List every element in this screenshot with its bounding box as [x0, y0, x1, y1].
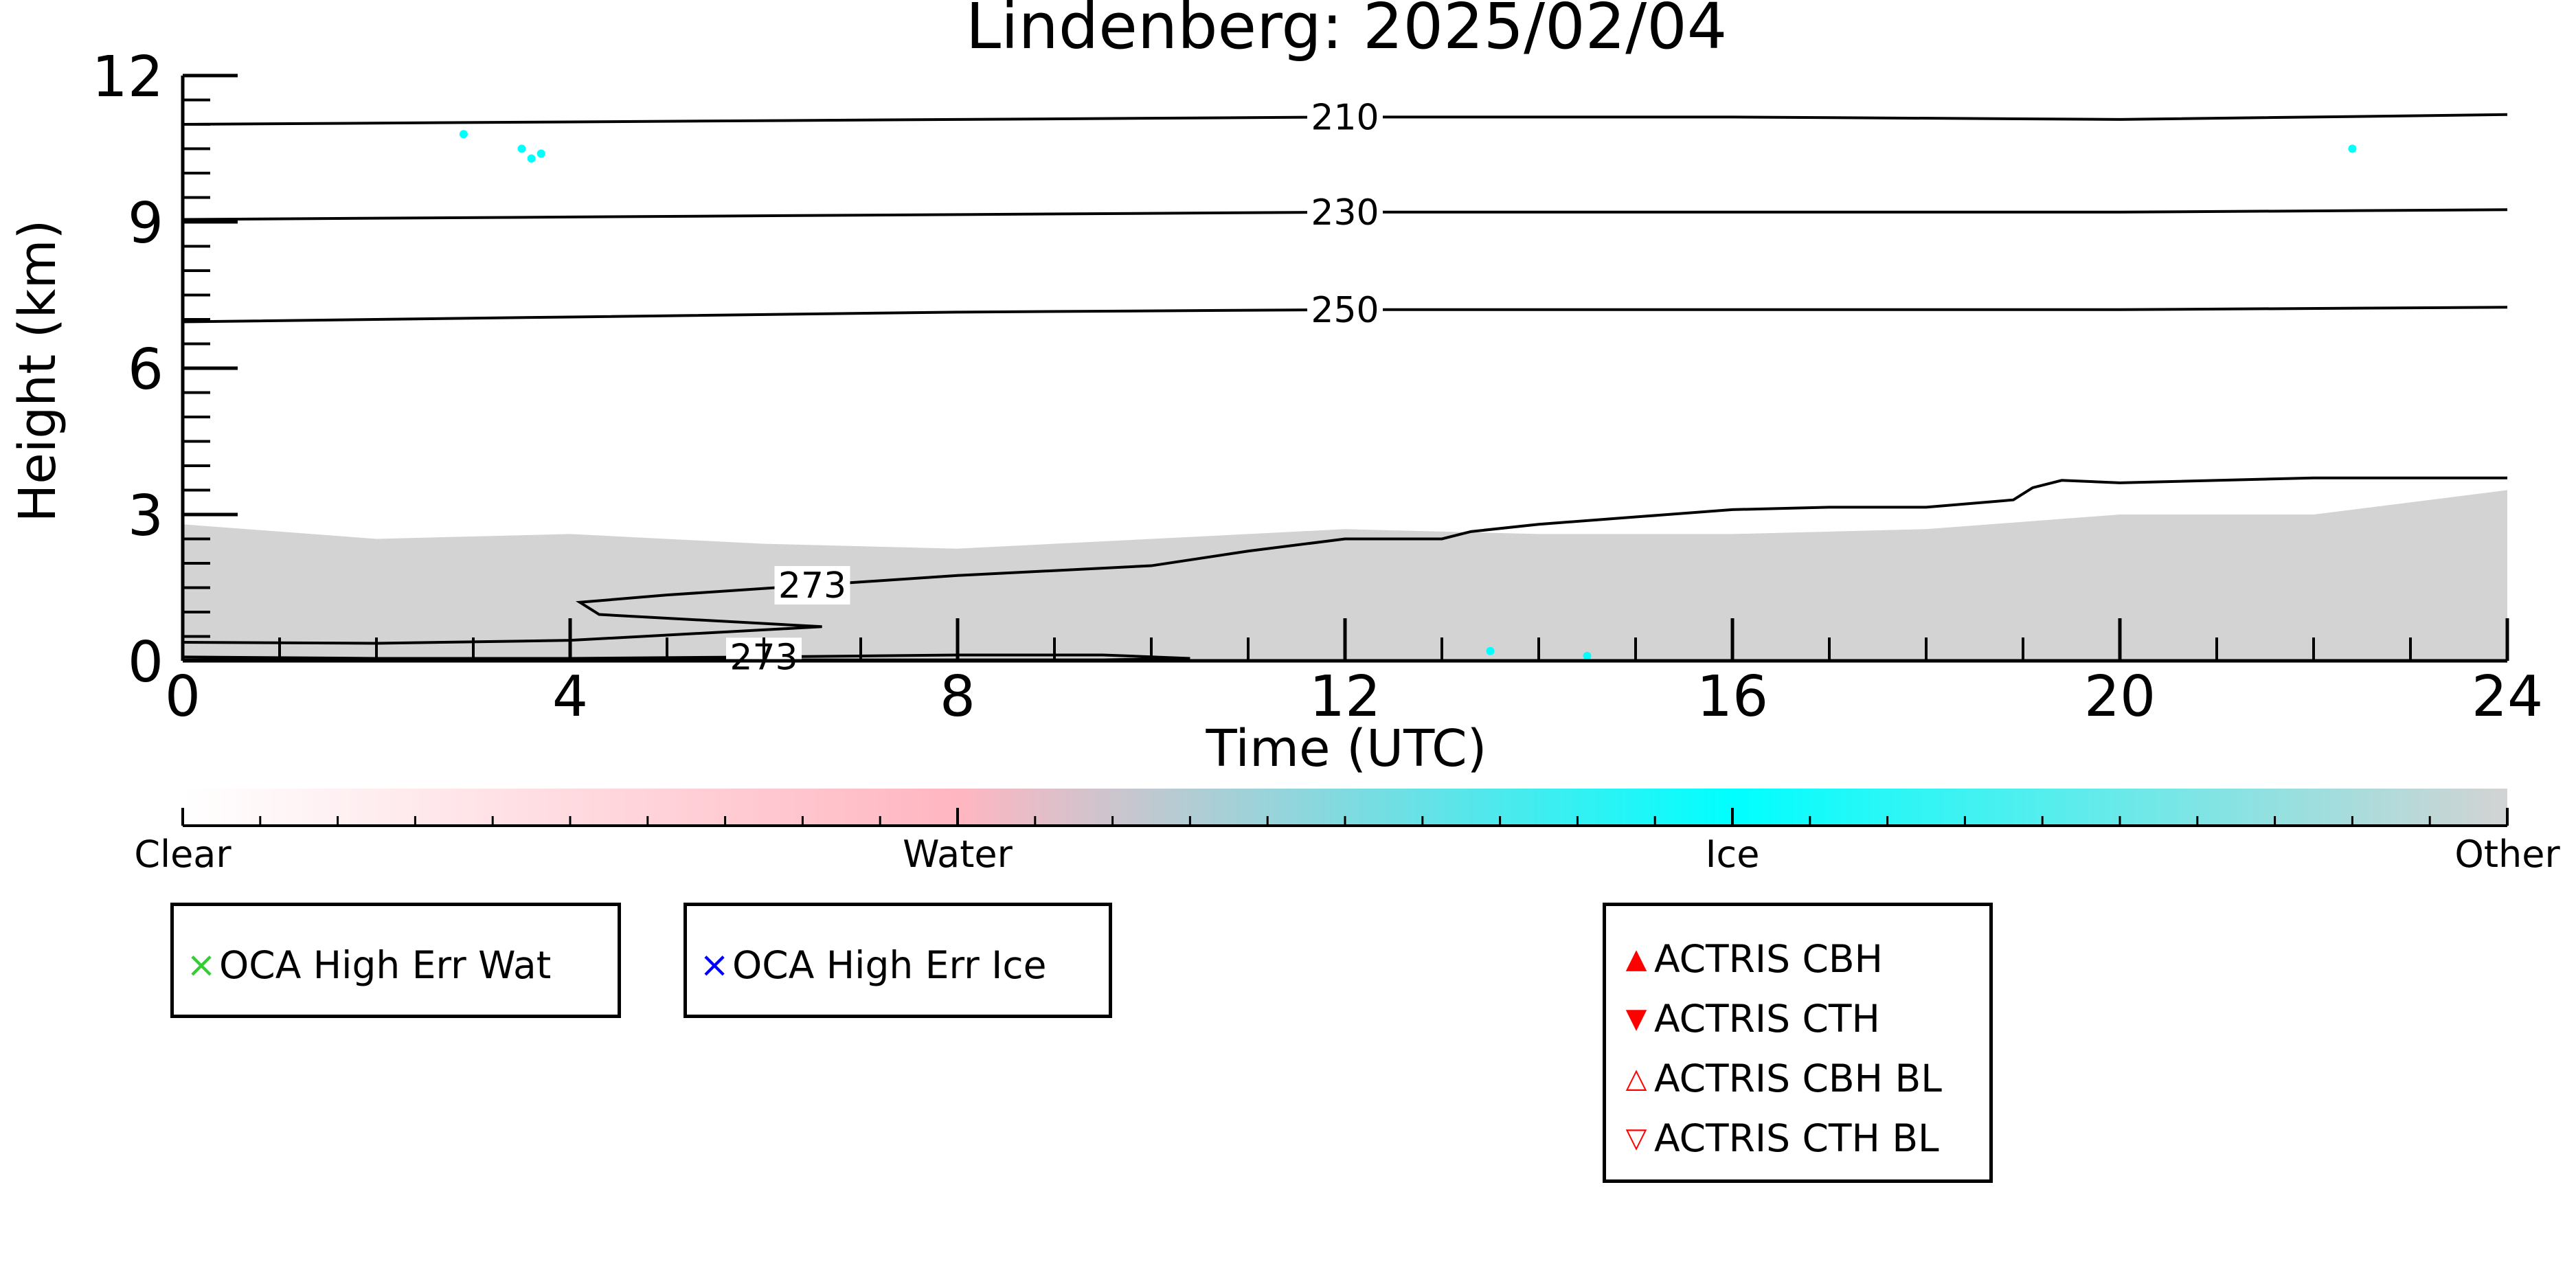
legend-actris: ▲ ACTRIS CBH ▼ ACTRIS CTH △ ACTRIS CBH B…: [1603, 903, 1993, 1183]
chart-title: Lindenberg: 2025/02/04: [966, 0, 1728, 63]
region-other: [183, 490, 2507, 661]
region-point-ice: [517, 144, 526, 153]
x-tick-label: 4: [552, 664, 588, 730]
isotherm-label: 230: [1311, 192, 1379, 234]
triangle-up-outline-icon: △: [1625, 1063, 1647, 1094]
region-point-ice: [459, 130, 468, 139]
x-axis-label: Time (UTC): [1205, 719, 1487, 778]
legend-label: ACTRIS CTH BL: [1654, 1116, 1939, 1160]
x-tick-label: 12: [1309, 664, 1381, 730]
legend-label: ACTRIS CBH: [1654, 937, 1883, 981]
x-marker-icon: ×: [186, 945, 216, 986]
x-tick-label: 24: [2472, 664, 2543, 730]
y-tick-label: 3: [128, 484, 163, 549]
isotherm-label-bg: [1307, 192, 1383, 231]
axes: 0 3 6 9 12 0 4 8 12 16 20 24: [92, 45, 2544, 730]
isotherm-label: 273: [778, 565, 846, 607]
isotherm-label-bg: [1307, 290, 1383, 329]
legend-entry: ▼ ACTRIS CTH: [1618, 997, 1989, 1041]
x-marker-icon: ×: [699, 945, 730, 986]
legend-entry: ▽ ACTRIS CTH BL: [1618, 1116, 1989, 1160]
isotherm-label-bg: [774, 565, 850, 605]
y-tick-label: 9: [128, 191, 163, 256]
colorbar-label: Other: [2454, 833, 2560, 876]
x-tick-label: 16: [1697, 664, 1768, 730]
region-point-ice: [527, 154, 536, 163]
colorbar: Clear Water Ice Other: [134, 789, 2560, 876]
legend-label: OCA High Err Ice: [732, 943, 1047, 987]
region-point-ice: [2348, 144, 2357, 153]
isotherm-line: [182, 476, 2507, 645]
legend-oca-ice: × OCA High Err Ice: [683, 903, 1112, 1018]
triangle-down-outline-icon: ▽: [1625, 1122, 1647, 1154]
isotherm-label: 250: [1311, 290, 1379, 331]
y-tick-label: 0: [128, 630, 163, 695]
y-tick-label: 12: [92, 45, 163, 110]
legend-oca-water: × OCA High Err Wat: [170, 903, 621, 1018]
region-point-ice: [536, 149, 545, 158]
legend-entry: × OCA High Err Ice: [697, 943, 1109, 987]
legend-label: ACTRIS CTH: [1654, 997, 1880, 1041]
colorbar-label: Clear: [134, 833, 231, 876]
y-tick-label: 6: [128, 337, 163, 403]
colorbar-label: Ice: [1706, 833, 1760, 876]
x-tick-label: 20: [2084, 664, 2156, 730]
legend-entry: ▲ ACTRIS CBH: [1618, 937, 1989, 981]
y-axis-label: Height (km): [8, 220, 67, 523]
x-tick-label: 8: [940, 664, 975, 730]
legend-entry: △ ACTRIS CBH BL: [1618, 1057, 1989, 1100]
region-point-ice: [1486, 646, 1495, 655]
isotherm-label: 210: [1311, 97, 1379, 138]
triangle-down-icon: ▼: [1625, 1003, 1647, 1035]
legend-label: ACTRIS CBH BL: [1654, 1057, 1942, 1100]
legend-entry: × OCA High Err Wat: [183, 943, 618, 987]
colorbar-label: Water: [903, 833, 1013, 876]
isotherm-label-bg: [1307, 98, 1383, 137]
x-tick-label: 0: [165, 664, 201, 730]
triangle-up-icon: ▲: [1625, 943, 1647, 975]
region-point-ice: [1583, 651, 1592, 660]
legend-label: OCA High Err Wat: [219, 943, 552, 987]
